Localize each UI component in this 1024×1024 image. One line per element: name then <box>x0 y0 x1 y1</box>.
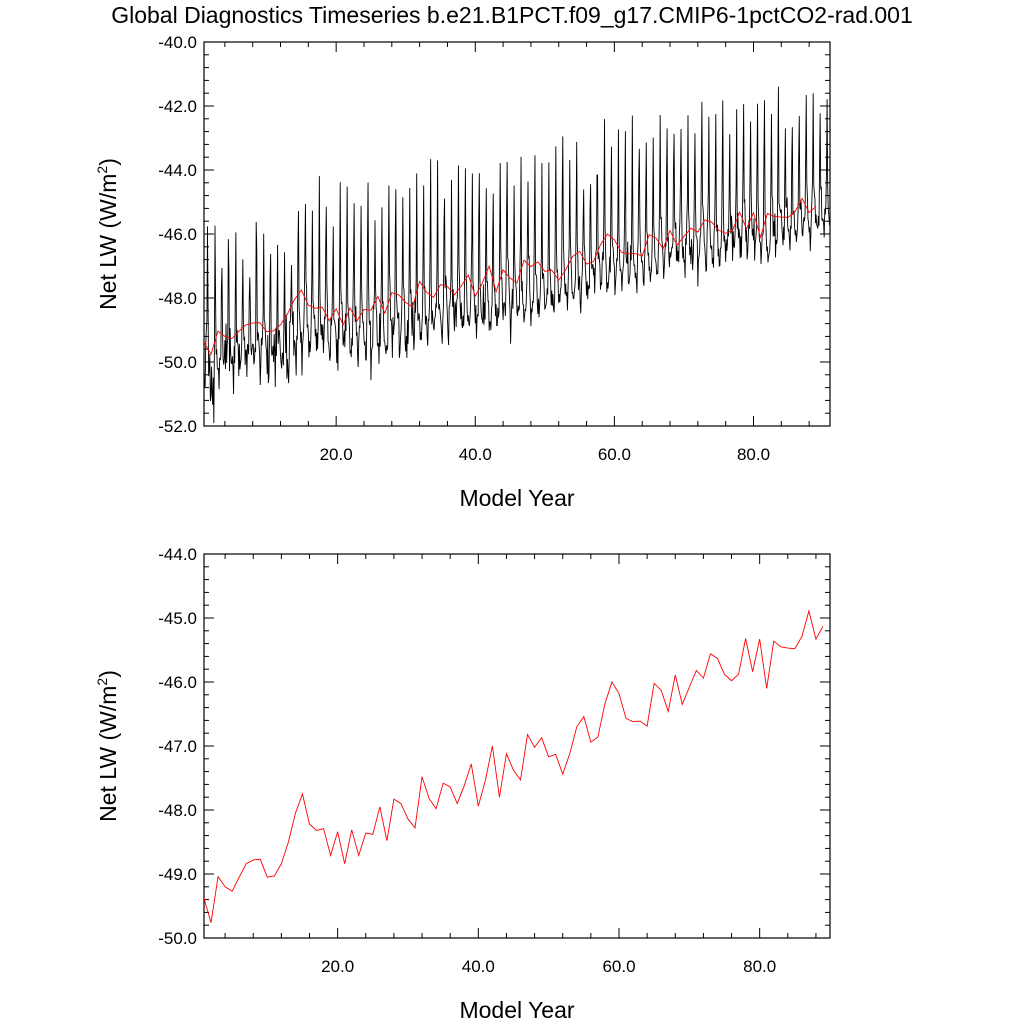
y-tick-label: -49.0 <box>158 865 197 884</box>
y-axis-title: Net LW (W/m2) <box>94 158 121 310</box>
y-tick-label: -50.0 <box>158 929 197 948</box>
page-title: Global Diagnostics Timeseries b.e21.B1PC… <box>111 2 913 28</box>
annual-mean-series-line <box>204 609 824 923</box>
x-tick-label: 20.0 <box>321 957 354 976</box>
y-tick-label: -42.0 <box>158 97 197 116</box>
y-axis-title: Net LW (W/m2) <box>94 670 121 822</box>
y-tick-label: -44.0 <box>158 545 197 564</box>
y-tick-label: -48.0 <box>158 289 197 308</box>
y-tick-label: -47.0 <box>158 737 197 756</box>
x-tick-label: 20.0 <box>320 445 353 464</box>
x-tick-label: 60.0 <box>602 957 635 976</box>
x-tick-label: 60.0 <box>598 445 631 464</box>
y-tick-label: -45.0 <box>158 609 197 628</box>
y-tick-label: -44.0 <box>158 161 197 180</box>
y-tick-label: -50.0 <box>158 353 197 372</box>
y-tick-label: -46.0 <box>158 225 197 244</box>
x-tick-label: 80.0 <box>737 445 770 464</box>
y-tick-label: -52.0 <box>158 417 197 436</box>
x-axis-title: Model Year <box>459 485 574 511</box>
x-tick-label: 40.0 <box>462 957 495 976</box>
y-tick-label: -48.0 <box>158 801 197 820</box>
y-tick-label: -40.0 <box>158 33 197 52</box>
y-tick-label: -46.0 <box>158 673 197 692</box>
annual-mean-series-line <box>204 197 817 356</box>
top-chart: -52.0 -50.0 -48.0 -46.0 -44.0 -42.0 -40.0 20.0 4… <box>94 33 831 511</box>
x-axis-title: Model Year <box>459 997 574 1023</box>
bottom-chart: -50.0 -49.0 -48.0 -47.0 -46.0 -45.0 -44.0 20.0 4… <box>94 545 831 1023</box>
monthly-series-line <box>204 86 830 424</box>
x-tick-label: 40.0 <box>459 445 492 464</box>
plot-frame <box>203 553 831 939</box>
x-tick-label: 80.0 <box>743 957 776 976</box>
